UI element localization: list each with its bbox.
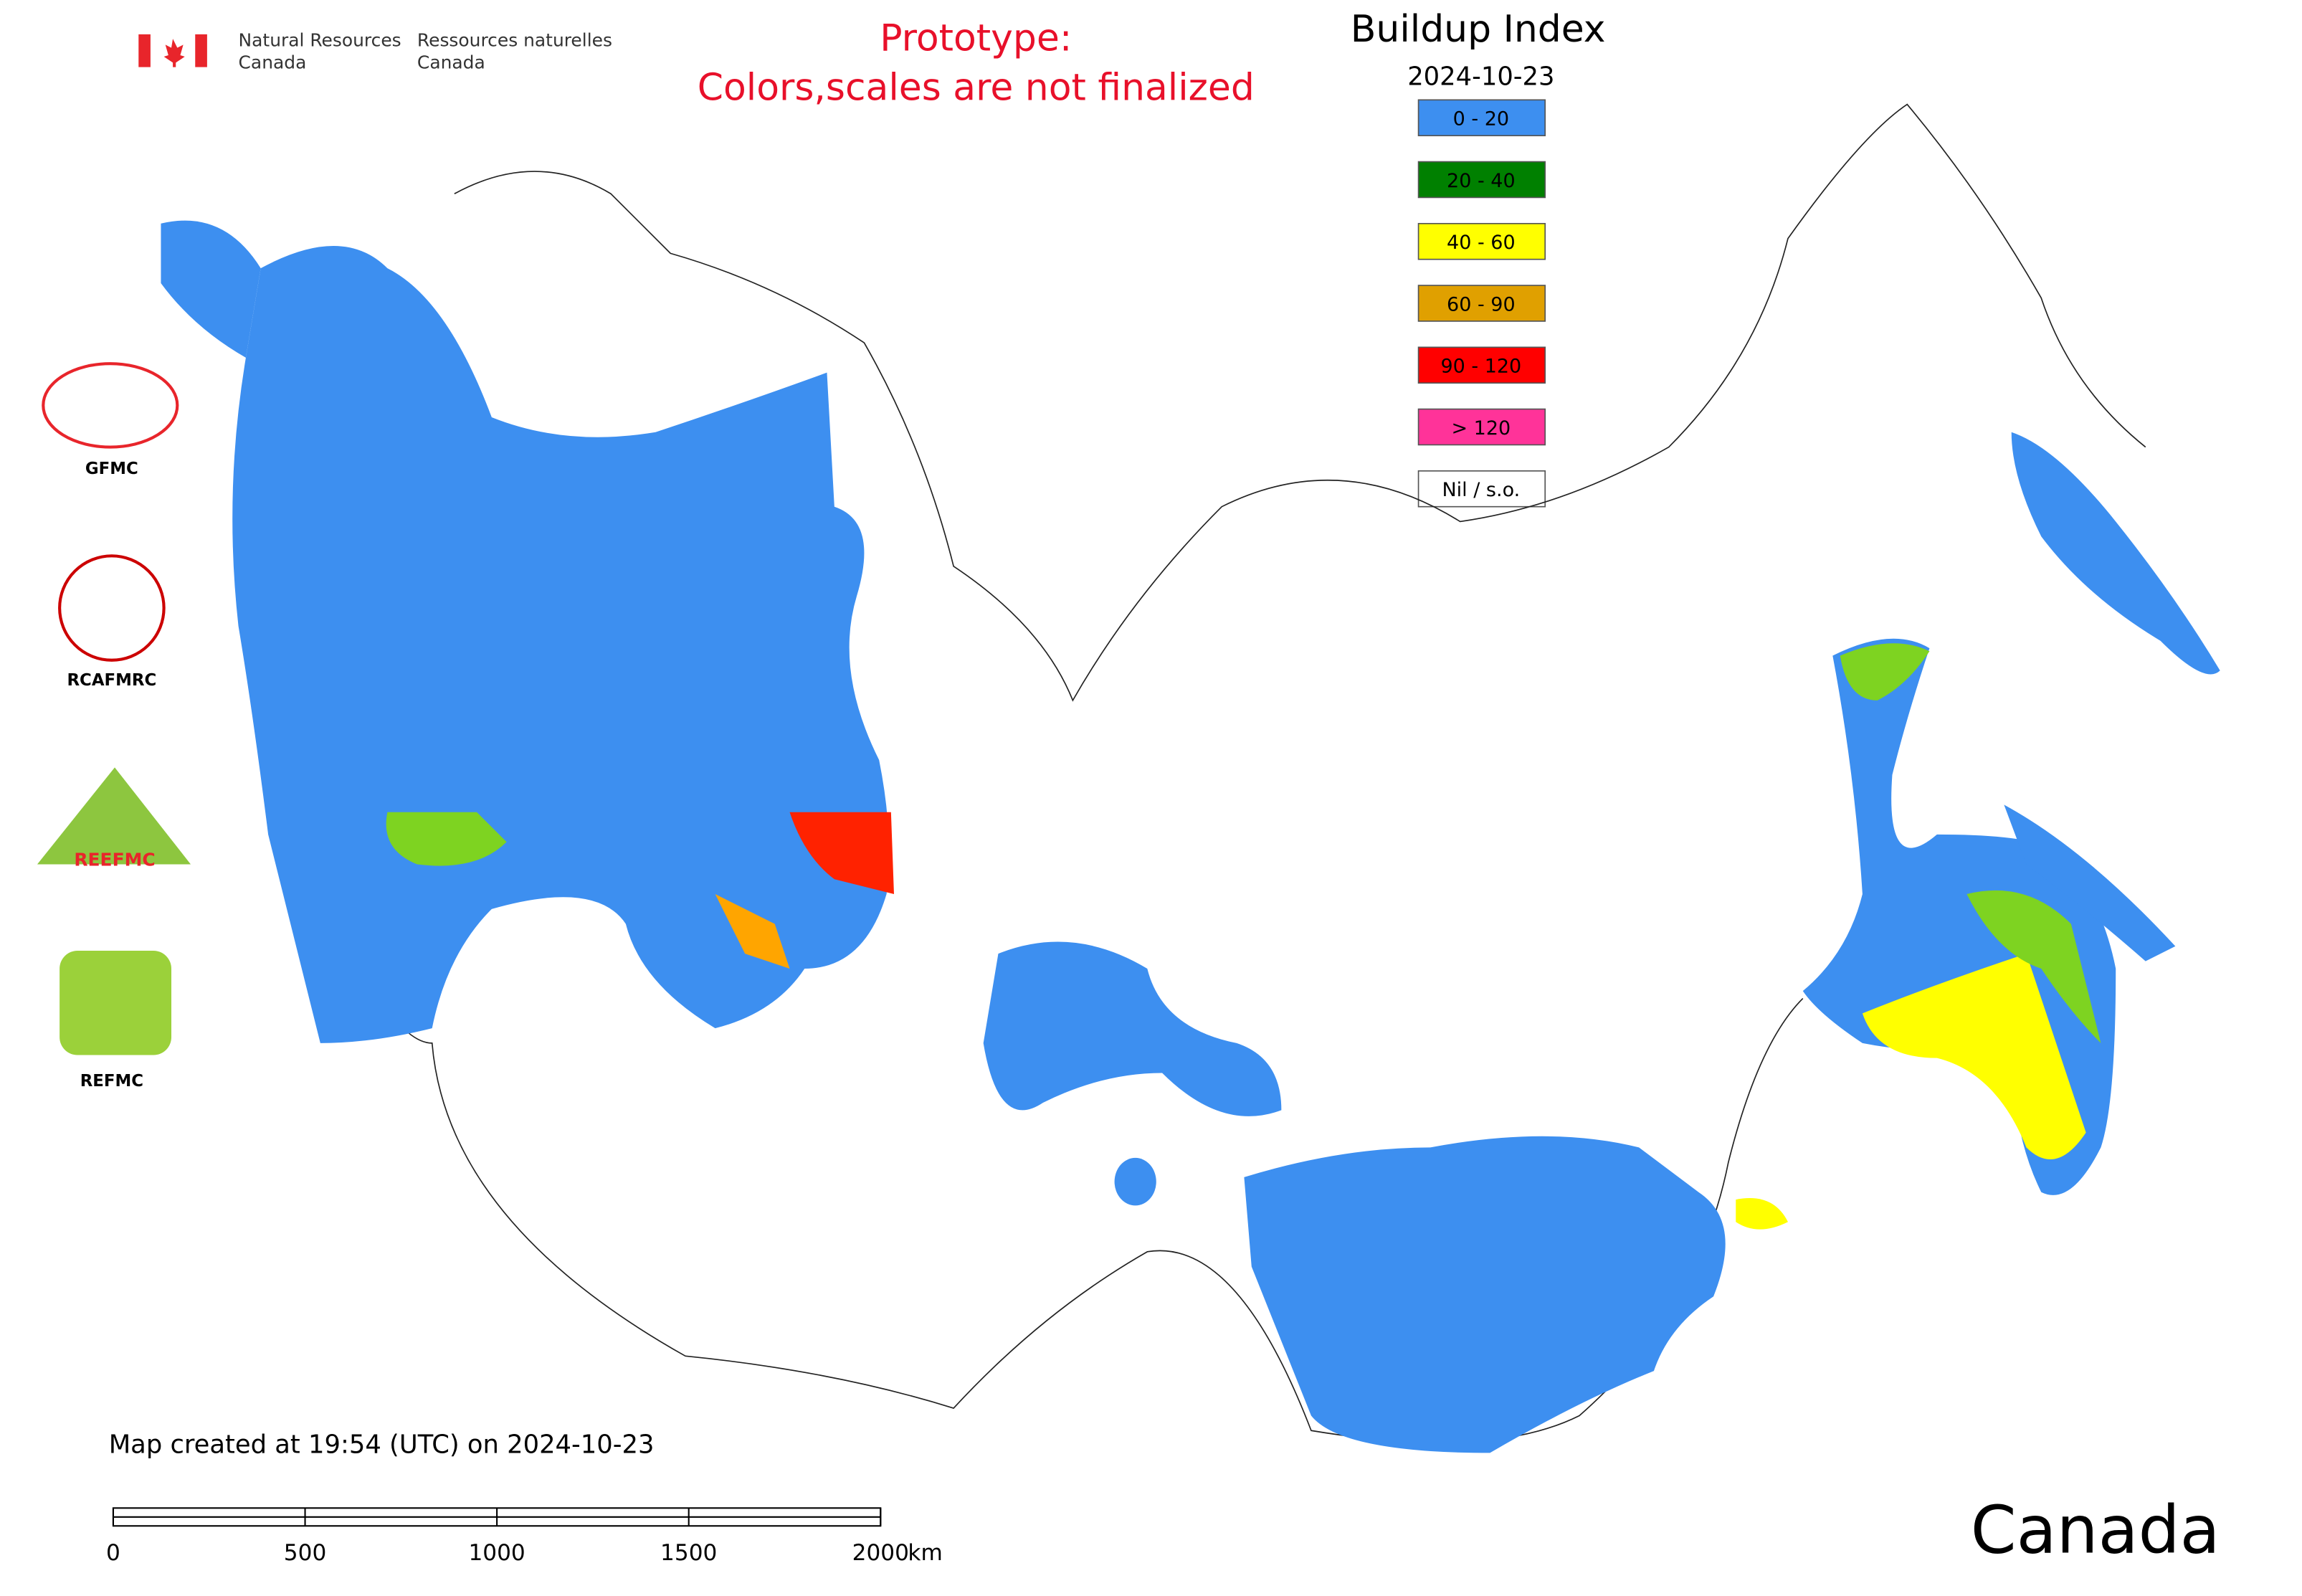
legend-date: 2024-10-23 [1407,62,1554,92]
logo-label: RCAFMRC [67,671,156,690]
scale-label: 1000 [468,1540,525,1566]
scale-label: 0 [106,1540,120,1566]
region-patch [1736,1198,1788,1230]
rcafmrc-logo [58,554,166,662]
coastline [454,103,2146,702]
notice-line1: Prototype: [880,17,1072,60]
region-mongolia [1244,1136,1726,1453]
scale-label: 1500 [660,1540,717,1566]
legend-title: Buildup Index [1351,8,1606,51]
dept-fr: Ressources naturelles [417,29,612,50]
dept-en: Natural Resources [239,29,401,50]
region-blob [1114,1157,1156,1206]
map-area [161,103,2220,1453]
region-patch [789,812,894,895]
region-northwest [161,220,261,358]
legend-label: 40 - 60 [1447,232,1516,254]
legend-label: 90 - 120 [1440,356,1521,378]
refmc-logo [60,951,172,1055]
created-note: Map created at 19:54 (UTC) on 2024-10-23 [109,1430,655,1459]
scale-label: 500 [284,1540,326,1566]
gfmc-logo [42,362,179,449]
legend-swatch [1417,470,1546,508]
reefmc-logo [37,767,191,865]
legend-swatch [1417,161,1546,199]
region-patch [1966,890,2101,1043]
nrcan-signature: Natural Resources Canada Ressources natu… [138,29,612,73]
region-patch [715,894,790,969]
region-patch [1862,954,2086,1159]
logo-label: REFMC [80,1072,143,1091]
legend-label: Nil / s.o. [1442,479,1520,501]
region-central-asia [983,941,1282,1116]
flag-bar [138,34,151,67]
region-sakhalin [2004,804,2176,961]
region-patch [386,812,507,866]
legend: 0 - 20 20 - 40 40 - 60 60 - 90 90 - 120 > 120… [1417,99,1546,508]
canada-wordmark: Canada [1971,1492,2220,1569]
region-kamchatka [2011,432,2220,675]
country-en: Canada [239,52,307,73]
legend-label: 0 - 20 [1453,108,1509,130]
scale-label: 2000 [852,1540,909,1566]
flag-bar [195,34,207,67]
region-west [232,245,890,1043]
country-fr: Canada [417,52,485,73]
legend-swatch [1417,346,1546,384]
legend-swatch [1417,99,1546,137]
legend-swatch [1417,222,1546,260]
legend-swatch [1417,408,1546,446]
maple-leaf [163,39,185,67]
logo-label: GFMC [85,460,138,478]
logo-label: REEFMC [74,850,155,870]
legend-label: > 120 [1451,417,1511,440]
logos: GFMC RCAFMRC REEFMC REFMC [37,362,191,1091]
legend-label: 60 - 90 [1447,293,1516,315]
region-patch [1840,643,1930,700]
notice-line2: Colors,scales are not finalized [698,66,1255,109]
scale-unit: km [908,1540,942,1566]
legend-label: 20 - 40 [1447,170,1516,192]
legend-swatch [1417,285,1546,322]
